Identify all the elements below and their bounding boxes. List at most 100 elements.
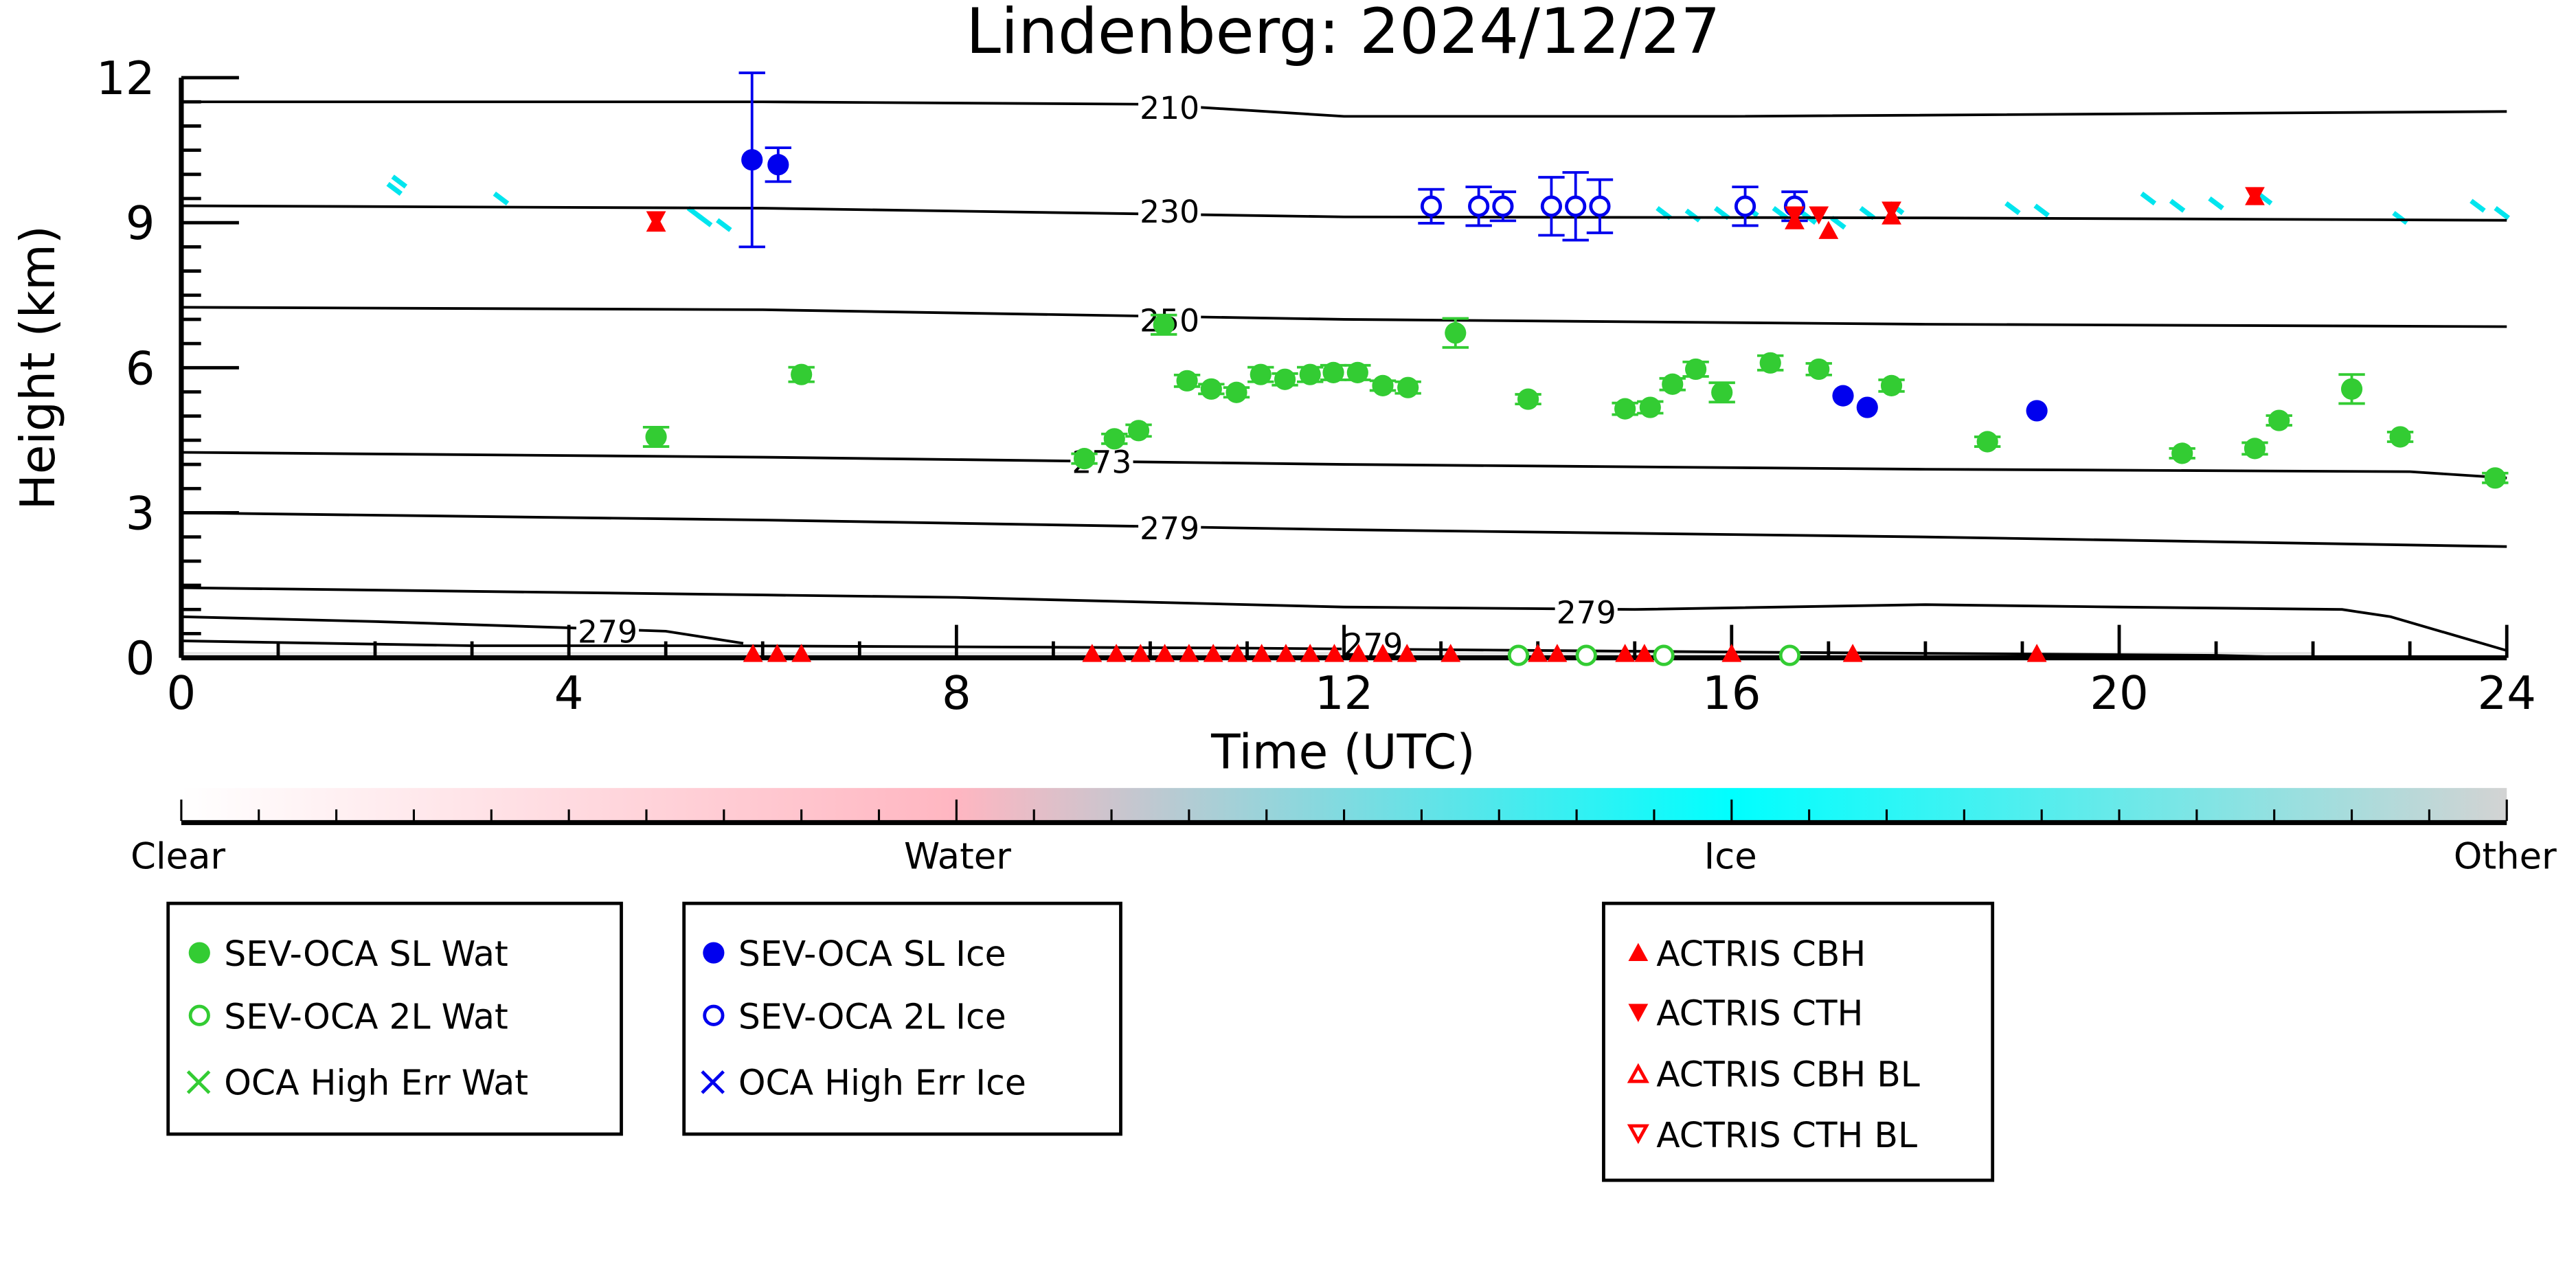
- legend-marker-cbh-bl: [1627, 1063, 1649, 1083]
- y-tick-label: 6: [126, 341, 155, 395]
- data-point: [2171, 442, 2193, 464]
- data-point: [1276, 644, 1296, 662]
- data-point: [1397, 376, 1419, 398]
- colorbar-label-ice: Ice: [1704, 836, 1757, 878]
- data-point: [1155, 644, 1175, 662]
- data-point: [1842, 644, 1863, 662]
- data-point: [1575, 644, 1597, 666]
- data-point: [1880, 374, 1903, 396]
- data-point: [1440, 644, 1461, 662]
- ice-pixel: [2140, 191, 2157, 206]
- ice-pixel: [716, 218, 732, 232]
- data-point: [1528, 644, 1548, 662]
- data-point: [1662, 373, 1684, 395]
- data-point: [1103, 428, 1125, 450]
- data-point: [1711, 381, 1733, 403]
- data-point: [1082, 644, 1103, 662]
- chart-title: Lindenberg: 2024/12/27: [966, 0, 1720, 68]
- legend-marker-2l-ice: [703, 1004, 725, 1026]
- data-point: [1589, 195, 1611, 217]
- data-point: [1721, 644, 1742, 662]
- data-point: [1420, 195, 1443, 217]
- data-point: [1639, 396, 1661, 418]
- data-point: [1346, 361, 1368, 383]
- data-point: [1372, 374, 1394, 396]
- contour-label: 279: [1557, 595, 1616, 631]
- data-point: [1176, 370, 1198, 392]
- y-tick-label: 9: [126, 196, 155, 250]
- data-point: [1634, 644, 1655, 662]
- legend-label-cbh-bl: ACTRIS CBH BL: [1656, 1054, 1920, 1094]
- data-point: [1299, 363, 1321, 385]
- data-point: [1468, 195, 1490, 217]
- x-tick-label: 4: [554, 666, 584, 720]
- data-point: [2026, 400, 2048, 422]
- data-point: [1734, 195, 1756, 217]
- colorbar-label-water: Water: [904, 836, 1011, 878]
- data-point: [2244, 438, 2266, 460]
- data-point: [1759, 352, 1781, 374]
- data-point: [2245, 187, 2265, 205]
- y-tick-label: 3: [126, 486, 155, 540]
- ice-pixel: [2004, 201, 2021, 216]
- data-point: [767, 154, 789, 176]
- data-point: [1832, 385, 1854, 407]
- legend-label-sl-ice: SEV-OCA SL Ice: [738, 934, 1006, 974]
- data-point: [1250, 363, 1272, 385]
- legend-marker-higherr-ice: [701, 1070, 725, 1094]
- temperature-contour: [181, 451, 2507, 479]
- data-point: [1274, 368, 1296, 390]
- contour-label-bg: [1138, 511, 1201, 545]
- legend-label-cth-bl: ACTRIS CTH BL: [1656, 1115, 1917, 1155]
- legend-marker-higherr-wat: [186, 1070, 211, 1094]
- legend-ice: SEV-OCA SL Ice SEV-OCA 2L Ice OCA High E…: [682, 901, 1122, 1136]
- plot-area: 2102302502732792792792790481216202403691…: [96, 52, 2536, 720]
- data-point: [1397, 644, 1417, 662]
- legend-marker-cth: [1628, 1004, 1649, 1022]
- contour-label-bg: [1342, 627, 1405, 661]
- ice-pixel: [1859, 206, 1876, 221]
- ice-pixel: [2033, 203, 2050, 218]
- data-point: [1200, 378, 1222, 400]
- data-point: [1615, 644, 1636, 662]
- ice-pixel: [2169, 199, 2186, 213]
- colorbar: Clear Water Ice Other: [131, 788, 2557, 878]
- legend-marker-cbh: [1628, 942, 1649, 962]
- contour-label: 279: [578, 614, 637, 651]
- ice-pixel: [1684, 208, 1702, 223]
- legend-marker-cth-bl: [1627, 1124, 1649, 1144]
- data-point: [1228, 644, 1247, 662]
- data-point: [1540, 195, 1563, 217]
- data-point: [2026, 644, 2047, 662]
- y-tick-label: 0: [126, 632, 155, 686]
- legend-marker-sl-wat: [188, 942, 210, 964]
- data-point: [2389, 426, 2411, 448]
- legend-label-cbh: ACTRIS CBH: [1656, 934, 1866, 974]
- data-point: [1882, 201, 1901, 220]
- x-tick-label: 24: [2477, 666, 2535, 720]
- data-point: [2484, 467, 2506, 489]
- data-point: [743, 644, 763, 662]
- ice-pixel: [2392, 211, 2408, 225]
- legend-label-2l-wat: SEV-OCA 2L Wat: [224, 996, 508, 1037]
- data-point: [1653, 644, 1675, 666]
- x-tick-label: 16: [1702, 666, 1761, 720]
- data-point: [1818, 221, 1839, 239]
- x-tick-label: 8: [942, 666, 971, 720]
- x-axis-label: Time (UTC): [1210, 724, 1476, 780]
- data-point: [1130, 644, 1151, 662]
- data-point: [1547, 644, 1568, 662]
- legend-water: SEV-OCA SL Wat SEV-OCA 2L Wat OCA High E…: [166, 901, 623, 1136]
- data-point: [1856, 396, 1878, 418]
- temperature-contour: [181, 204, 2507, 222]
- data-point: [1324, 644, 1344, 662]
- data-point: [1073, 448, 1096, 470]
- ice-pixel: [2470, 199, 2486, 213]
- data-point: [791, 363, 813, 385]
- ice-pixel: [386, 181, 403, 196]
- legend-label-cth: ACTRIS CTH: [1656, 993, 1863, 1034]
- temperature-contour: [181, 615, 744, 645]
- data-point: [1252, 644, 1272, 662]
- data-point: [1106, 644, 1127, 662]
